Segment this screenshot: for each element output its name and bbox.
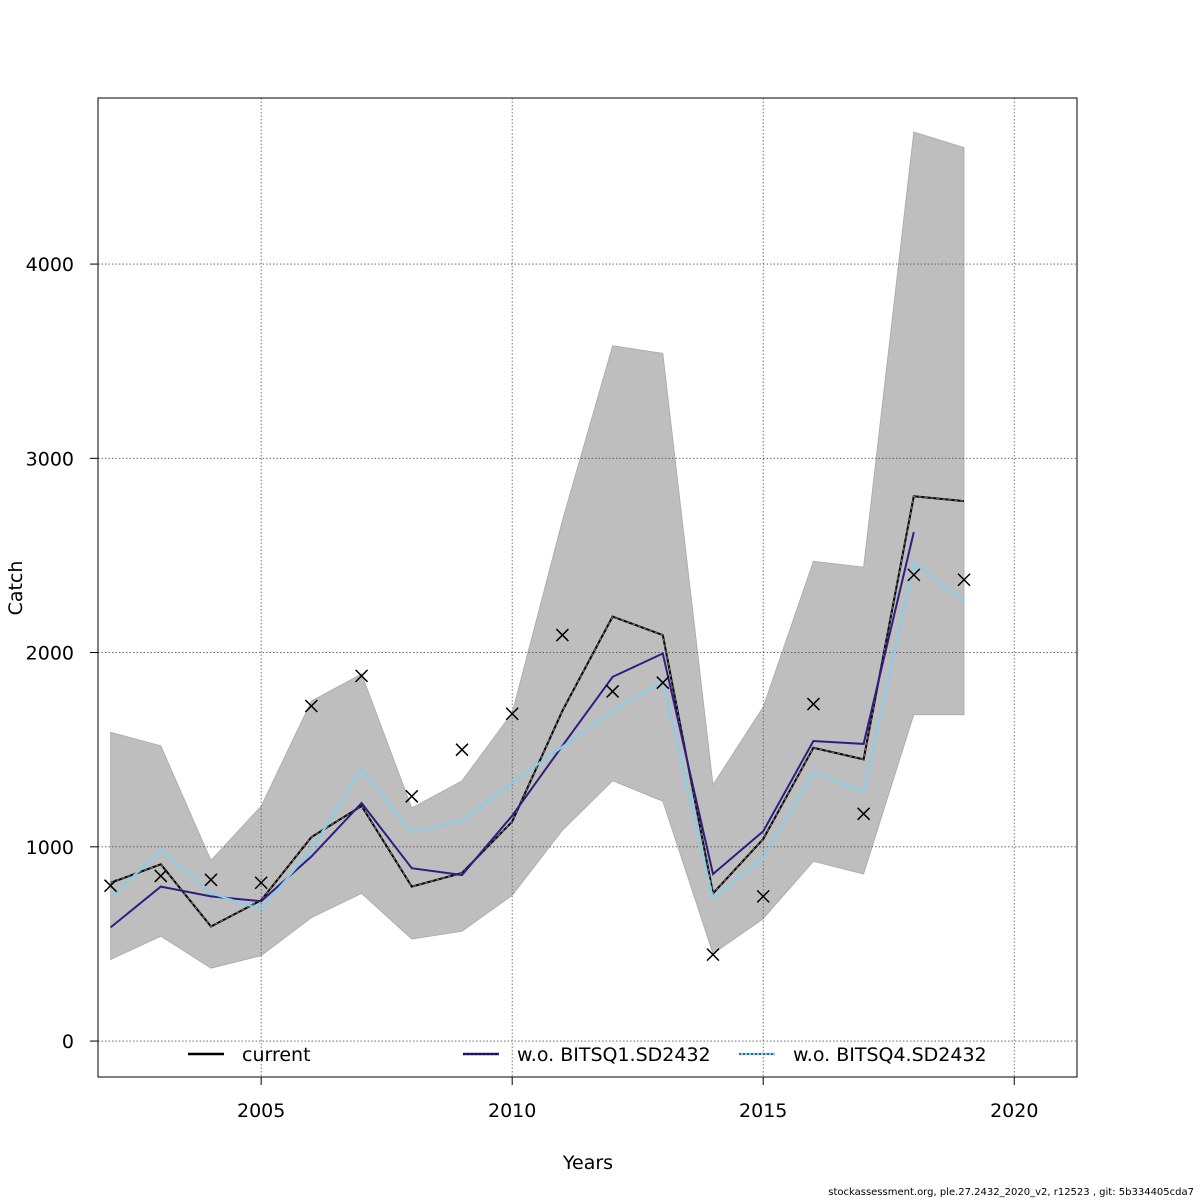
series-line-current-dash: [110, 495, 965, 928]
x-tick-label-2015: 2015: [739, 1100, 787, 1122]
observation-marker-2003: [154, 869, 168, 883]
y-tick-label-3000: 3000: [26, 448, 74, 470]
observation-marker-2016: [806, 697, 820, 711]
footer-credit: stockassessment.org, ple.27.2432_2020_v2…: [828, 1187, 1194, 1198]
observation-layer: [104, 568, 971, 962]
observation-marker-2009: [455, 743, 469, 757]
y-tick-label-0: 0: [62, 1031, 74, 1053]
observation-marker-2014: [706, 948, 720, 962]
plot-frame: [97, 97, 1078, 1078]
confidence-band: [110, 131, 965, 969]
observation-marker-2007: [355, 669, 369, 683]
legend-label-current: current: [242, 1044, 311, 1066]
y-tick-label-2000: 2000: [26, 643, 74, 665]
y-tick-label-4000: 4000: [26, 254, 74, 276]
observation-marker-2017: [857, 807, 871, 821]
y-tick-label-1000: 1000: [26, 837, 74, 859]
x-axis-label: Years: [562, 1152, 613, 1174]
series-line-w-o-bitsq1-sd2432: [109, 531, 915, 929]
y-axis-label: Catch: [5, 561, 27, 616]
legend-label-w-o-bitsq1-sd2432: w.o. BITSQ1.SD2432: [517, 1044, 711, 1066]
observation-marker-2011: [555, 628, 569, 642]
grid-layer: [98, 98, 1077, 1077]
observation-marker-2012: [606, 684, 620, 698]
confidence-band-layer: [110, 131, 965, 969]
observation-marker-2018: [907, 568, 921, 582]
x-tick-label-2010: 2010: [488, 1100, 536, 1122]
observation-marker-2006: [304, 699, 318, 713]
legend-label-w-o-bitsq4-sd2432: w.o. BITSQ4.SD2432: [793, 1044, 987, 1066]
observation-marker-2013: [656, 676, 670, 690]
x-tick-label-2020: 2020: [990, 1100, 1038, 1122]
legend: current w.o. BITSQ1.SD2432 w.o. BITSQ4.SD2…: [188, 1044, 987, 1066]
observation-marker-2008: [405, 789, 419, 803]
x-tick-label-2005: 2005: [237, 1100, 285, 1122]
axis-layer: 2005 2010 2015 2020 0 1000 2000 3000 4000: [26, 254, 1039, 1122]
observation-marker-2004: [204, 873, 218, 887]
series-layer: [109, 495, 965, 929]
observation-marker-2005: [254, 876, 268, 890]
observation-marker-2015: [756, 889, 770, 903]
observation-marker-2010: [505, 707, 519, 721]
observation-marker-2002: [104, 879, 118, 893]
series-line-w-o-bitsq4-sd2432: [109, 561, 965, 911]
observation-marker-2019: [957, 573, 971, 587]
